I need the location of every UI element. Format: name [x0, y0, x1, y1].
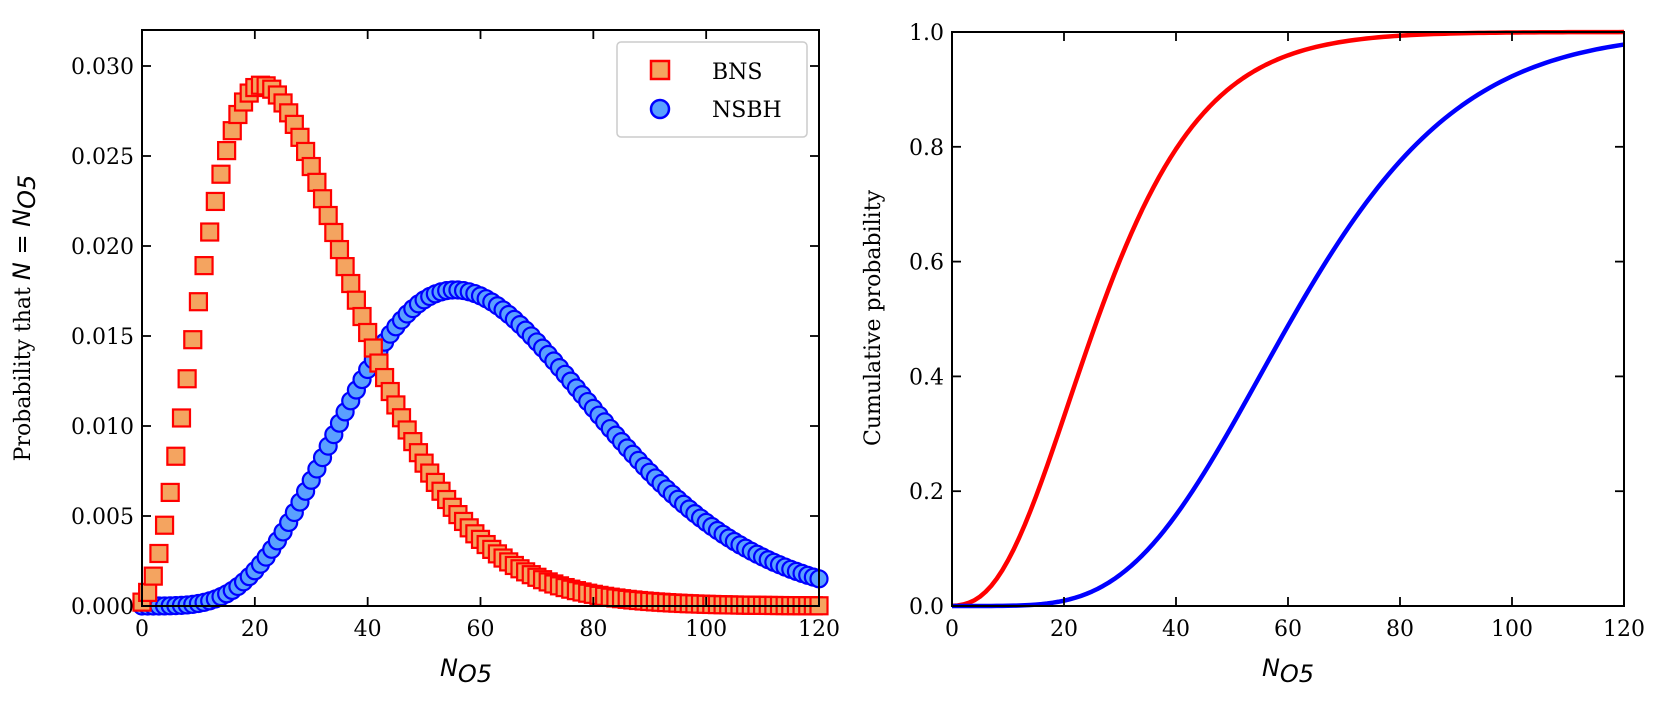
left-data-points	[132, 75, 829, 616]
right-x-tick-label: 40	[1162, 617, 1190, 642]
left-x-axis-label: NO5	[440, 654, 492, 688]
bns-point	[211, 164, 231, 184]
left-y-tick-label: 0.015	[71, 325, 134, 350]
bns-point	[149, 543, 169, 564]
bns-point	[205, 191, 225, 212]
right-axes-frame	[951, 31, 1625, 607]
left-x-tick-label: 100	[685, 617, 727, 642]
right-x-tick-label: 100	[1491, 617, 1533, 642]
right-y-tick-label: 1.0	[909, 21, 944, 46]
right-y-tick-label: 0.6	[909, 251, 944, 276]
bns-point	[335, 257, 355, 277]
right-x-tick-label: 60	[1274, 617, 1302, 642]
left-y-tick-label: 0.005	[71, 505, 134, 530]
bns-point	[222, 121, 242, 141]
right-x-tick-label: 120	[1603, 617, 1645, 642]
left-x-tick-label: 0	[135, 617, 149, 642]
bns-point	[177, 369, 197, 389]
bns-point	[346, 290, 366, 310]
right-ticks: 0 20 40 60 80 100 120 0.0 0.2 0.4 0.6 0.8 1.0	[909, 21, 1645, 642]
cumulative-panel: 0 20 40 60 80 100 120 0.0 0.2 0.4 0.6 0.8 1.0 Cumula…	[861, 21, 1645, 688]
legend: BNS NSBH	[616, 41, 808, 138]
left-y-tick-label: 0.010	[71, 415, 134, 440]
left-x-tick-label: 20	[241, 617, 269, 642]
right-y-tick-label: 0.0	[909, 595, 944, 620]
nsbh-cumulative-line	[952, 42, 1625, 609]
right-y-axis-label: Cumulative probability	[861, 189, 886, 446]
right-y-tick-label: 0.2	[909, 480, 944, 505]
bns-point	[329, 239, 350, 260]
bns-point	[200, 222, 220, 242]
right-y-tick-label: 0.4	[909, 365, 944, 390]
right-x-tick-label: 80	[1386, 617, 1414, 642]
bns-point	[160, 482, 180, 503]
bns-point	[352, 306, 372, 327]
nsbh-legend-label: NSBH	[712, 98, 782, 123]
left-x-tick-label: 120	[798, 617, 840, 642]
bns-point	[301, 156, 321, 177]
right-x-axis-label: NO5	[1262, 654, 1314, 688]
right-x-tick-label: 20	[1050, 617, 1078, 642]
right-data-lines	[951, 29, 1625, 609]
nsbh-legend-circle-marker	[649, 98, 671, 120]
left-y-tick-label: 0.025	[71, 145, 134, 170]
bns-point	[324, 222, 344, 243]
bns-point	[217, 141, 237, 161]
left-y-axis-label: Probability that N = NO5	[8, 175, 41, 462]
bns-point	[188, 292, 209, 312]
bns-point	[171, 408, 192, 428]
left-y-tick-label: 0.000	[71, 595, 134, 620]
bns-legend-label: BNS	[712, 60, 763, 85]
bns-legend-square-marker	[649, 59, 671, 81]
bns-point	[154, 515, 175, 535]
left-ticks: 0 20 40 60 80 100 120 0.000 0.005 0.010 0.015 0.020…	[71, 30, 840, 642]
probability-panel: 0 20 40 60 80 100 120 0.000 0.005 0.010 0.015 0.020…	[8, 29, 840, 688]
left-x-tick-label: 80	[579, 617, 607, 642]
left-x-tick-label: 60	[467, 617, 495, 642]
left-y-tick-label: 0.020	[71, 235, 134, 260]
bns-point	[341, 273, 361, 294]
bns-point	[143, 566, 163, 586]
bns-point	[312, 189, 333, 209]
bns-cumulative-line	[951, 29, 1625, 609]
left-y-tick-label: 0.030	[71, 55, 134, 80]
bns-point	[166, 446, 186, 466]
bns-point	[318, 205, 338, 226]
left-x-tick-label: 40	[354, 617, 382, 642]
bns-point	[183, 330, 203, 350]
bns-point	[307, 172, 327, 192]
bns-point	[194, 256, 214, 276]
right-y-tick-label: 0.8	[909, 136, 944, 161]
right-x-tick-label: 0	[945, 617, 959, 642]
